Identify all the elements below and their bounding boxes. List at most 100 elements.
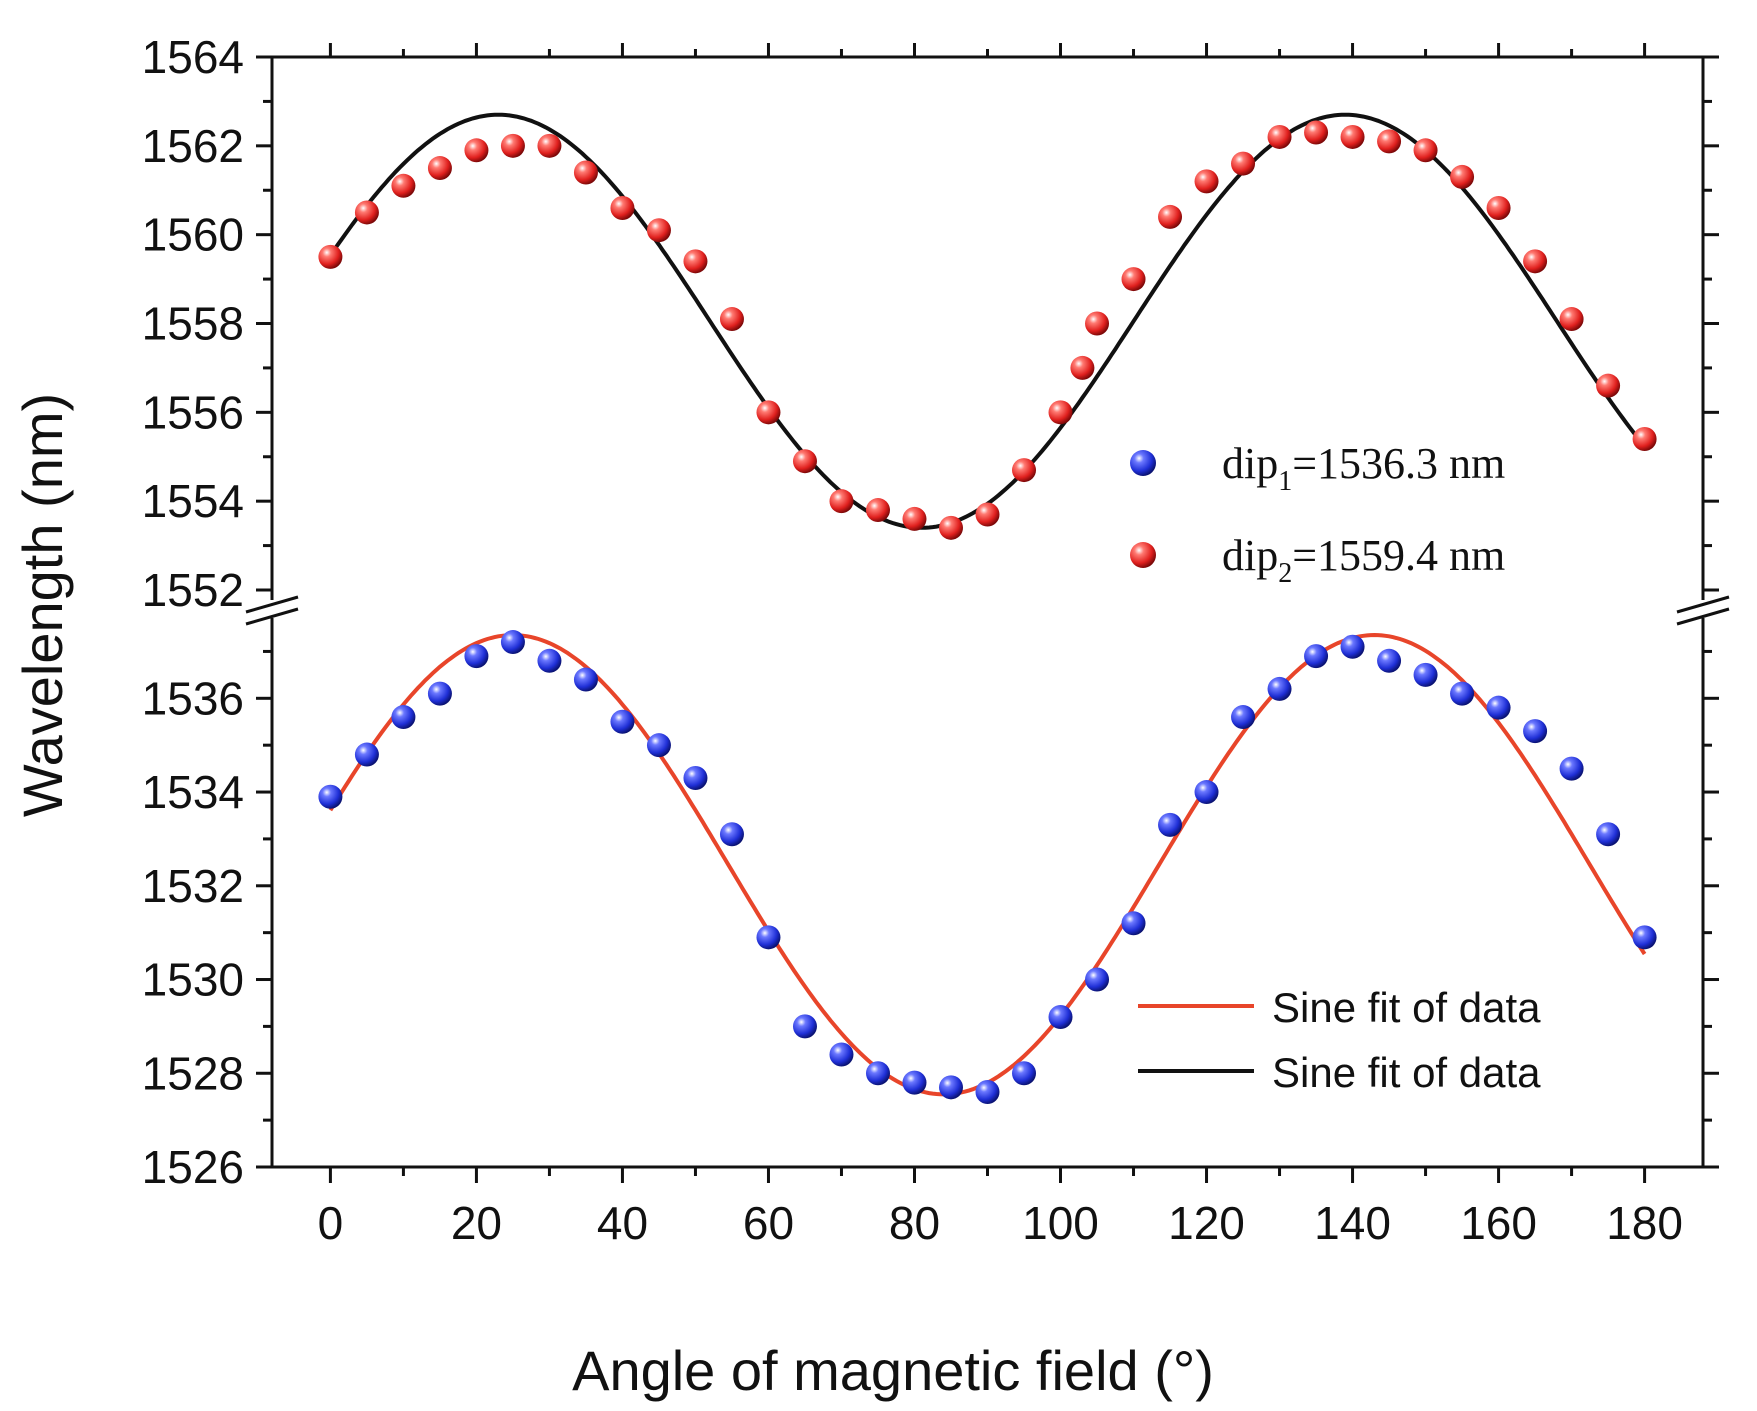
y-tick-label-upper: 1554 (142, 475, 244, 527)
point-dip1 (829, 1042, 854, 1067)
point-dip1 (573, 667, 598, 692)
point-dip1 (427, 681, 452, 706)
y-tick-label-lower: 1530 (142, 954, 244, 1006)
x-tick-label: 60 (743, 1197, 794, 1249)
x-tick-label: 120 (1168, 1197, 1245, 1249)
point-dip1 (1231, 705, 1256, 730)
point-dip2 (1340, 124, 1365, 149)
point-dip2 (354, 200, 379, 225)
point-dip2 (537, 133, 562, 158)
y-tick-label-upper: 1556 (142, 386, 244, 438)
point-dip1 (537, 648, 562, 673)
point-dip1 (719, 822, 744, 847)
point-dip2 (938, 515, 963, 540)
point-dip1 (1596, 822, 1621, 847)
point-dip2 (1231, 151, 1256, 176)
y-tick-label-lower: 1534 (142, 766, 244, 818)
point-dip1 (1632, 925, 1657, 950)
point-dip2 (1070, 355, 1095, 380)
point-dip2 (318, 244, 343, 269)
point-dip2 (1632, 426, 1657, 451)
point-dip2 (1121, 267, 1146, 292)
y-axis-title: Wavelength (nm) (11, 393, 74, 817)
legend-line-label: Sine fit of data (1272, 1049, 1541, 1096)
point-dip1 (1158, 812, 1183, 837)
point-dip2 (1486, 196, 1511, 221)
point-dip1 (792, 1014, 817, 1039)
point-dip1 (1486, 695, 1511, 720)
x-tick-label: 160 (1460, 1197, 1537, 1249)
point-dip2 (683, 249, 708, 274)
point-dip2 (829, 489, 854, 514)
x-tick-label: 100 (1022, 1197, 1099, 1249)
fit-curves (328, 112, 1647, 1097)
y-tick-label-upper: 1564 (142, 31, 244, 83)
x-tick-label: 20 (451, 1197, 502, 1249)
point-dip2 (427, 156, 452, 181)
y-tick-label-upper: 1562 (142, 120, 244, 172)
point-dip1 (391, 705, 416, 730)
point-dip2 (865, 498, 890, 523)
point-dip2 (719, 307, 744, 332)
point-dip1 (938, 1075, 963, 1100)
point-dip1 (1523, 719, 1548, 744)
y-tick-label-upper: 1560 (142, 209, 244, 261)
point-dip2 (975, 502, 1000, 527)
point-dip1 (1413, 662, 1438, 687)
y-tick-label-upper: 1552 (142, 564, 244, 616)
point-dip2 (610, 196, 635, 221)
axis-break-left-b (245, 607, 299, 626)
point-dip2 (573, 160, 598, 185)
point-dip1 (1559, 756, 1584, 781)
point-dip1 (865, 1061, 890, 1086)
point-dip2 (464, 138, 489, 163)
point-dip1 (1121, 911, 1146, 936)
point-dip1 (683, 765, 708, 790)
point-dip2 (1377, 129, 1402, 154)
legend: dip1=1536.3 nm dip2=1559.4 nm Sine fit of … (1130, 439, 1541, 1096)
data-points (318, 120, 1657, 1105)
x-tick-label: 180 (1606, 1197, 1683, 1249)
legend-marker-dip2 (1130, 542, 1156, 568)
point-dip2 (1413, 138, 1438, 163)
point-dip1 (975, 1080, 1000, 1105)
x-tick-label: 140 (1314, 1197, 1391, 1249)
axis-break-right-b (1676, 607, 1730, 626)
legend-label-dip2: dip2=1559.4 nm (1222, 531, 1505, 589)
point-dip2 (1048, 400, 1073, 425)
point-dip1 (646, 733, 671, 758)
point-dip2 (1267, 124, 1292, 149)
point-dip1 (1267, 676, 1292, 701)
point-dip2 (1596, 373, 1621, 398)
point-dip1 (1048, 1005, 1073, 1030)
point-dip2 (1304, 120, 1329, 145)
y-tick-label-lower: 1528 (142, 1047, 244, 1099)
y-tick-label-lower: 1536 (142, 672, 244, 724)
point-dip1 (1340, 634, 1365, 659)
point-dip1 (1012, 1061, 1037, 1086)
point-dip1 (610, 709, 635, 734)
y-tick-label-upper: 1558 (142, 298, 244, 350)
point-dip2 (500, 133, 525, 158)
x-tick-label: 80 (889, 1197, 940, 1249)
x-axis-title: Angle of magnetic field (°) (572, 1339, 1214, 1402)
point-dip2 (756, 400, 781, 425)
point-dip2 (1012, 458, 1037, 483)
point-dip2 (792, 449, 817, 474)
point-dip2 (1194, 169, 1219, 194)
point-dip1 (464, 644, 489, 669)
axis-break-right-a (1676, 595, 1730, 614)
point-dip1 (1085, 967, 1110, 992)
point-dip1 (1304, 644, 1329, 669)
x-tick-label: 0 (318, 1197, 344, 1249)
legend-label-dip1: dip1=1536.3 nm (1222, 439, 1505, 497)
point-dip1 (1377, 648, 1402, 673)
point-dip2 (902, 506, 927, 531)
point-dip2 (391, 173, 416, 198)
y-tick-label-lower: 1526 (142, 1141, 244, 1193)
point-dip1 (1194, 780, 1219, 805)
axis-break-left-a (245, 595, 299, 614)
legend-line-label: Sine fit of data (1272, 984, 1541, 1031)
point-dip1 (902, 1070, 927, 1095)
